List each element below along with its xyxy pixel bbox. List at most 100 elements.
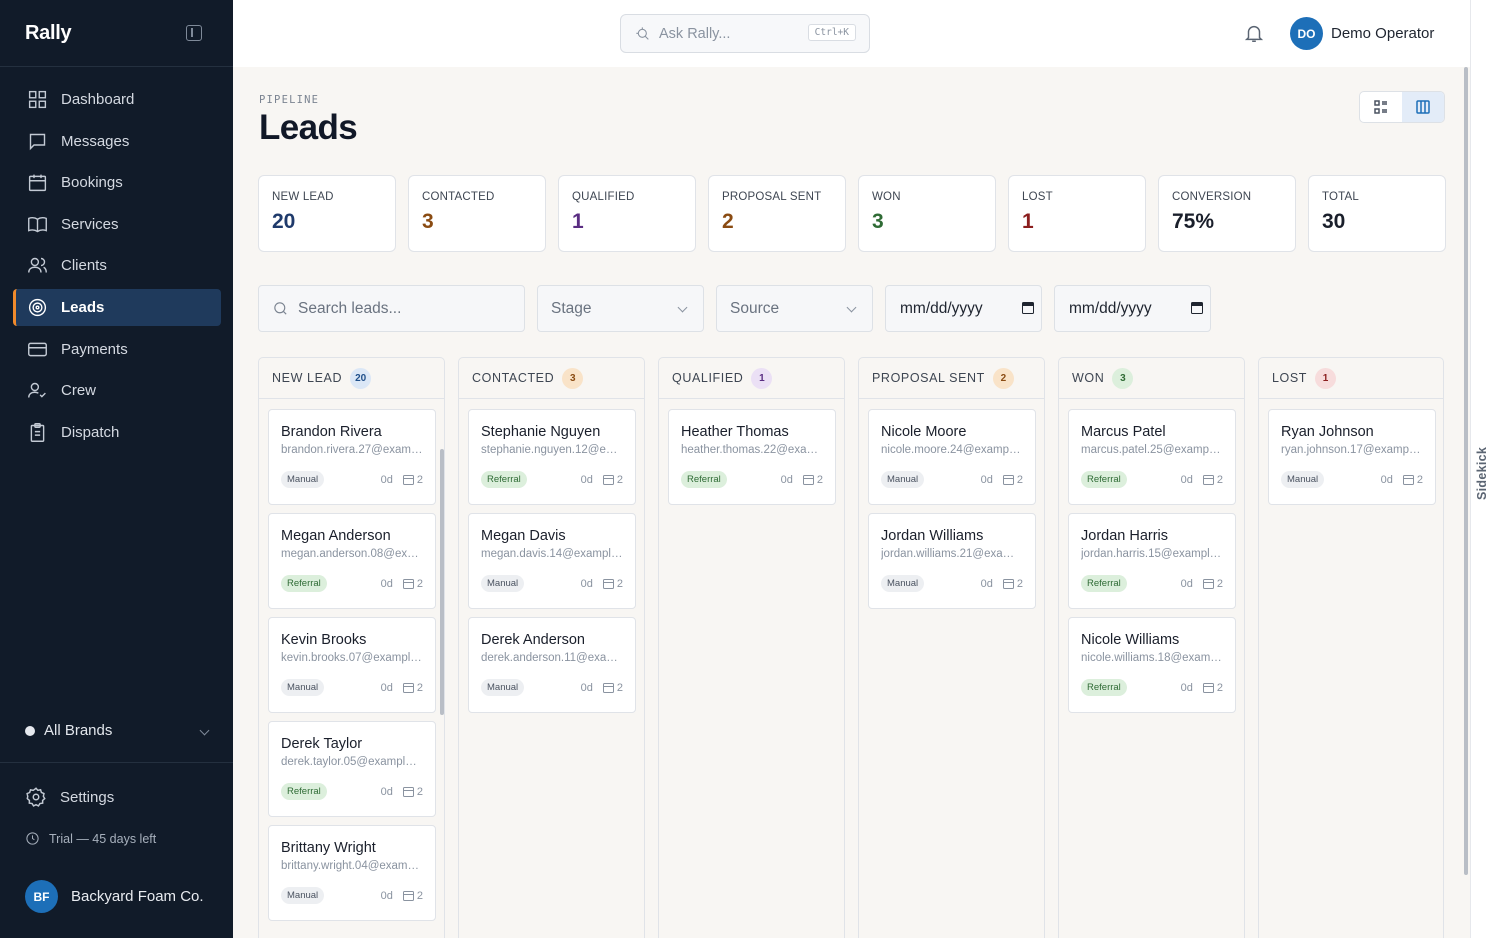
list-view-icon: [1374, 100, 1387, 114]
stat-card: CONVERSION 75%: [1158, 175, 1296, 252]
lead-card[interactable]: Derek Taylor derek.taylor.05@example.com R…: [268, 721, 436, 817]
lead-age: 0d: [780, 473, 793, 486]
card-icon: [28, 342, 47, 356]
stat-label: LOST: [1022, 191, 1053, 203]
lead-card[interactable]: Marcus Patel marcus.patel.25@example.com R…: [1068, 409, 1236, 505]
source-badge: Manual: [281, 471, 325, 488]
lead-name: Jordan Williams: [881, 528, 984, 544]
lead-card[interactable]: Ryan Johnson ryan.johnson.17@example.com M…: [1268, 409, 1436, 505]
stat-card: LOST 1: [1008, 175, 1146, 252]
stat-value: 75%: [1172, 210, 1215, 233]
lead-age: 0d: [1180, 681, 1193, 694]
lead-meta: Manual 0d 2: [481, 575, 623, 592]
column-count-badge: 3: [562, 367, 584, 389]
lead-card[interactable]: Heather Thomas heather.thomas.22@example.…: [668, 409, 836, 505]
lead-name: Nicole Moore: [881, 424, 967, 440]
column-title: NEW LEAD: [272, 371, 343, 385]
lead-card[interactable]: Megan Davis megan.davis.14@example.com Man…: [468, 513, 636, 609]
lead-card[interactable]: Kevin Brooks kevin.brooks.07@example.com M…: [268, 617, 436, 713]
trial-status: Trial — 45 days left: [25, 831, 156, 846]
sidebar-item-dispatch[interactable]: Dispatch: [13, 414, 221, 451]
stat-label: NEW LEAD: [272, 191, 334, 203]
lead-name: Ryan Johnson: [1281, 424, 1374, 440]
settings-link[interactable]: Settings: [25, 786, 114, 808]
lead-age: 0d: [380, 577, 393, 590]
user-menu[interactable]: DO Demo Operator: [1290, 17, 1434, 50]
lead-name: Brandon Rivera: [281, 424, 382, 440]
brand-selector[interactable]: All Brands: [25, 722, 210, 739]
calendar-icon: [602, 578, 614, 589]
view-toggle: [1359, 91, 1445, 123]
lead-card[interactable]: Nicole Moore nicole.moore.24@example.com M…: [868, 409, 1036, 505]
calendar-icon[interactable]: [1191, 302, 1203, 314]
board-view-button[interactable]: [1402, 92, 1444, 122]
stat-label: TOTAL: [1322, 191, 1359, 203]
calendar-icon: [802, 474, 814, 485]
sidebar-item-label: Leads: [61, 298, 105, 316]
lead-card[interactable]: Jordan Williams jordan.williams.21@exampl…: [868, 513, 1036, 609]
column-count-badge: 1: [751, 367, 773, 389]
list-view-button[interactable]: [1360, 92, 1402, 122]
sidebar-item-services[interactable]: Services: [13, 206, 221, 243]
lead-card[interactable]: Megan Anderson megan.anderson.08@example.…: [268, 513, 436, 609]
booking-count: 2: [1416, 473, 1423, 486]
column-title: PROPOSAL SENT: [872, 371, 985, 385]
collapse-sidebar-icon[interactable]: [186, 25, 202, 41]
booking-count: 2: [616, 473, 623, 486]
lead-card[interactable]: Derek Anderson derek.anderson.11@example.…: [468, 617, 636, 713]
lead-card[interactable]: Stephanie Nguyen stephanie.nguyen.12@exam…: [468, 409, 636, 505]
page-scrollbar[interactable]: [1464, 67, 1468, 875]
calendar-icon: [402, 474, 414, 485]
dashboard-icon: [28, 90, 47, 109]
brand-dot-icon: [25, 725, 35, 736]
lead-age: 0d: [380, 889, 393, 902]
lead-meta: Referral 0d 2: [281, 783, 423, 800]
stage-select[interactable]: Stage: [537, 285, 704, 332]
sidebar-item-payments[interactable]: Payments: [13, 331, 221, 368]
sidekick-panel-toggle[interactable]: Sidekick: [1470, 0, 1500, 938]
lead-email: megan.anderson.08@example.com: [281, 548, 423, 560]
sidebar-item-clients[interactable]: Clients: [13, 247, 221, 284]
date-from-input[interactable]: mm/dd/yyyy: [885, 285, 1042, 332]
lead-meta: Referral 0d 2: [1081, 679, 1223, 696]
lead-card[interactable]: Jordan Harris jordan.harris.15@example.co…: [1068, 513, 1236, 609]
source-badge: Manual: [481, 575, 525, 592]
page-title: Leads: [259, 108, 358, 147]
lead-card[interactable]: Nicole Williams nicole.williams.18@exampl…: [1068, 617, 1236, 713]
calendar-icon[interactable]: [1022, 302, 1034, 314]
lead-email: derek.anderson.11@example.com: [481, 652, 623, 664]
org-switcher[interactable]: BF Backyard Foam Co.: [25, 880, 204, 913]
sidebar-item-label: Crew: [61, 382, 97, 400]
lead-email: derek.taylor.05@example.com: [281, 756, 423, 768]
date-to-input[interactable]: mm/dd/yyyy: [1054, 285, 1211, 332]
source-badge: Manual: [481, 679, 525, 696]
sidebar-item-leads[interactable]: Leads: [13, 288, 221, 326]
lead-card[interactable]: Brandon Rivera brandon.rivera.27@example.…: [268, 409, 436, 505]
stat-value: 30: [1322, 210, 1346, 233]
column-scrollbar[interactable]: [440, 449, 444, 715]
kanban-column: NEW LEAD 20 Brandon Rivera brandon.rivera.2…: [258, 357, 445, 938]
chevron-down-icon: [846, 302, 857, 313]
lead-email: heather.thomas.22@example.com: [681, 444, 823, 456]
search-leads-input[interactable]: Search leads...: [258, 285, 525, 332]
source-select[interactable]: Source: [716, 285, 873, 332]
sidebar-item-dashboard[interactable]: Dashboard: [13, 81, 221, 118]
lead-meta: Manual 0d 2: [281, 887, 423, 904]
lead-card[interactable]: Brittany Wright brittany.wright.04@exampl…: [268, 825, 436, 921]
notifications-button[interactable]: [1243, 22, 1265, 44]
gear-icon: [26, 787, 46, 807]
user-name: Demo Operator: [1331, 25, 1435, 42]
booking-count: 2: [1016, 473, 1023, 486]
sidebar-item-crew[interactable]: Crew: [13, 372, 221, 409]
sidebar-item-label: Clients: [61, 257, 107, 275]
sidebar-item-bookings[interactable]: Bookings: [13, 164, 221, 201]
lead-email: ryan.johnson.17@example.com: [1281, 444, 1423, 456]
column-count-badge: 3: [1112, 367, 1134, 389]
lead-age: 0d: [380, 681, 393, 694]
lead-age: 0d: [1380, 473, 1393, 486]
ask-rally-input[interactable]: Ask Rally... Ctrl+K: [620, 14, 870, 53]
calendar-icon: [402, 786, 414, 797]
lead-meta: Referral 0d 2: [281, 575, 423, 592]
booking-count: 2: [416, 681, 423, 694]
sidebar-item-messages[interactable]: Messages: [13, 123, 221, 160]
